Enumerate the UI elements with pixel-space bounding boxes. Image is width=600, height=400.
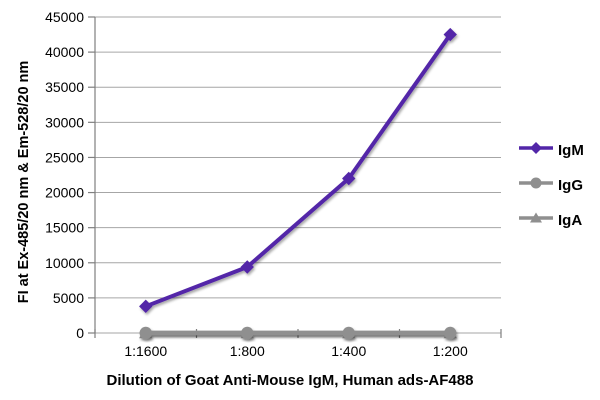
series-igg xyxy=(139,326,457,340)
y-tick-label: 25000 xyxy=(45,149,84,165)
y-tick-label: 45000 xyxy=(45,9,84,25)
legend: IgM IgG IgA xyxy=(517,139,584,244)
x-tick-label: 1:1600 xyxy=(124,343,167,359)
legend-marker xyxy=(530,141,542,154)
y-tick-label: 0 xyxy=(76,325,84,341)
legend-label-iga: IgA xyxy=(558,211,583,229)
legend-item-igg: IgG xyxy=(517,174,584,196)
y-tick-label: 15000 xyxy=(45,220,84,236)
x-axis-tick-labels: 1:1600 1:800 1:400 1:200 xyxy=(124,343,468,359)
igm-marker-1:200 xyxy=(443,27,457,42)
iga-legend-swatch xyxy=(519,212,553,222)
y-tick-label: 35000 xyxy=(45,79,84,95)
y-tick-label: 30000 xyxy=(45,114,84,130)
legend-item-iga: IgA xyxy=(517,209,584,231)
igm-marker-1:1600 xyxy=(139,299,153,314)
y-axis-title: FI at Ex-485/20 nm & Em-528/20 nm xyxy=(16,61,32,304)
igg-marker-1:200 xyxy=(444,326,457,340)
series-igm xyxy=(139,27,457,314)
igg-marker-1:400 xyxy=(342,326,355,340)
igg-legend-swatch xyxy=(519,177,553,188)
legend-label-igg: IgG xyxy=(558,176,583,194)
legend-item-igm: IgM xyxy=(517,139,584,161)
y-tick-label: 5000 xyxy=(53,290,84,306)
y-tick-label: 40000 xyxy=(45,44,84,60)
x-tick-label: 1:200 xyxy=(433,343,468,359)
igm-diamond-marker-icon xyxy=(517,140,555,161)
igm-line xyxy=(143,32,453,309)
legend-label-igm: IgM xyxy=(558,141,584,159)
x-tick-label: 1:400 xyxy=(331,343,366,359)
igg-circle-marker-icon xyxy=(517,175,555,196)
x-axis-title: Dilution of Goat Anti-Mouse IgM, Human a… xyxy=(107,372,474,389)
igm-legend-swatch xyxy=(519,141,553,154)
igm-marker-1:400 xyxy=(342,171,356,186)
igg-marker-1:800 xyxy=(241,326,254,340)
legend-marker xyxy=(530,212,542,222)
data-series xyxy=(139,27,457,340)
y-tick-label: 10000 xyxy=(45,255,84,271)
igg-marker-1:1600 xyxy=(139,326,152,340)
y-axis-tick-labels: 0 5000 10000 15000 20000 25000 30000 35000 40000… xyxy=(45,9,84,341)
x-tick-label: 1:800 xyxy=(230,343,265,359)
legend-marker xyxy=(530,177,542,188)
iga-triangle-marker-icon xyxy=(517,210,555,231)
axes xyxy=(88,16,502,338)
gridlines xyxy=(95,16,501,334)
igm-marker-1:800 xyxy=(240,260,254,274)
y-tick-label: 20000 xyxy=(45,185,84,201)
